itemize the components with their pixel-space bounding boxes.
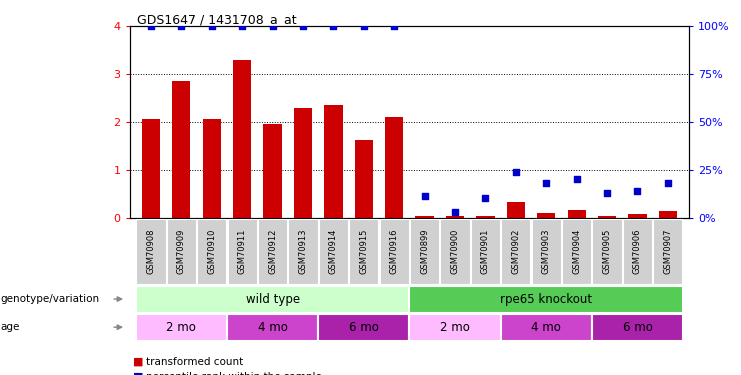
Point — [267, 23, 279, 29]
Text: genotype/variation: genotype/variation — [0, 294, 99, 304]
Point — [510, 169, 522, 175]
Bar — [440, 219, 470, 284]
Bar — [136, 219, 165, 284]
Bar — [172, 81, 190, 218]
Point — [601, 190, 613, 196]
Point — [388, 23, 400, 29]
Bar — [476, 216, 494, 217]
Point — [449, 209, 461, 215]
Bar — [654, 219, 682, 284]
Bar — [227, 314, 318, 340]
Text: 6 mo: 6 mo — [349, 321, 379, 334]
Bar — [233, 60, 251, 217]
Text: ■: ■ — [133, 357, 144, 367]
Bar — [592, 314, 683, 340]
Point — [297, 23, 309, 29]
Text: GSM70906: GSM70906 — [633, 228, 642, 274]
Text: ■: ■ — [133, 372, 144, 375]
Text: GSM70899: GSM70899 — [420, 228, 429, 274]
Text: GSM70901: GSM70901 — [481, 228, 490, 274]
Text: GSM70912: GSM70912 — [268, 228, 277, 274]
Bar — [258, 219, 288, 284]
Bar — [318, 314, 410, 340]
Text: wild type: wild type — [245, 292, 299, 306]
Bar — [537, 213, 555, 217]
Text: GSM70913: GSM70913 — [299, 228, 308, 274]
Text: GSM70908: GSM70908 — [147, 228, 156, 274]
Bar — [501, 219, 531, 284]
Point — [358, 23, 370, 29]
Bar — [531, 219, 561, 284]
Bar — [416, 216, 433, 217]
Bar — [623, 219, 652, 284]
Text: 4 mo: 4 mo — [531, 321, 561, 334]
Bar — [628, 214, 647, 217]
Bar — [659, 211, 677, 217]
Point — [631, 188, 643, 194]
Text: 4 mo: 4 mo — [258, 321, 288, 334]
Bar — [349, 219, 379, 284]
Text: GSM70903: GSM70903 — [542, 228, 551, 274]
Text: GSM70905: GSM70905 — [602, 228, 611, 274]
Bar — [167, 219, 196, 284]
Text: GSM70916: GSM70916 — [390, 228, 399, 274]
Text: age: age — [0, 322, 19, 332]
Bar — [568, 210, 585, 218]
Point — [662, 180, 674, 186]
Bar — [507, 202, 525, 217]
Text: rpe65 knockout: rpe65 knockout — [500, 292, 592, 306]
Bar — [355, 140, 373, 218]
Bar — [501, 314, 592, 340]
Bar — [562, 219, 591, 284]
Bar — [227, 219, 257, 284]
Bar — [142, 120, 160, 218]
Text: GDS1647 / 1431708_a_at: GDS1647 / 1431708_a_at — [137, 13, 296, 26]
Bar — [136, 314, 227, 340]
Bar — [319, 219, 348, 284]
Bar — [598, 216, 617, 217]
Bar — [379, 219, 409, 284]
Point — [206, 23, 218, 29]
Bar — [446, 216, 464, 217]
Point — [145, 23, 157, 29]
Bar — [294, 108, 312, 217]
Text: 2 mo: 2 mo — [167, 321, 196, 334]
Point — [176, 23, 187, 29]
Text: percentile rank within the sample: percentile rank within the sample — [146, 372, 322, 375]
Bar — [202, 118, 221, 218]
Bar — [325, 105, 342, 218]
Bar — [471, 219, 500, 284]
Text: GSM70904: GSM70904 — [572, 228, 581, 274]
Bar — [136, 286, 409, 313]
Text: GSM70910: GSM70910 — [207, 228, 216, 274]
Text: GSM70915: GSM70915 — [359, 228, 368, 274]
Point — [328, 23, 339, 29]
Text: transformed count: transformed count — [146, 357, 243, 367]
Text: 6 mo: 6 mo — [622, 321, 652, 334]
Text: GSM70909: GSM70909 — [177, 228, 186, 274]
Bar — [409, 286, 683, 313]
Text: GSM70911: GSM70911 — [238, 228, 247, 274]
Text: GSM70907: GSM70907 — [663, 228, 672, 274]
Text: 2 mo: 2 mo — [440, 321, 470, 334]
Text: GSM70900: GSM70900 — [451, 228, 459, 274]
Bar — [593, 219, 622, 284]
Bar — [410, 219, 439, 284]
Text: GSM70914: GSM70914 — [329, 228, 338, 274]
Point — [479, 195, 491, 201]
Point — [419, 194, 431, 200]
Bar — [385, 117, 403, 218]
Bar — [409, 314, 501, 340]
Bar — [288, 219, 318, 284]
Bar — [197, 219, 226, 284]
Point — [236, 23, 248, 29]
Bar — [264, 124, 282, 218]
Point — [540, 180, 552, 186]
Point — [571, 176, 582, 182]
Text: GSM70902: GSM70902 — [511, 228, 520, 274]
